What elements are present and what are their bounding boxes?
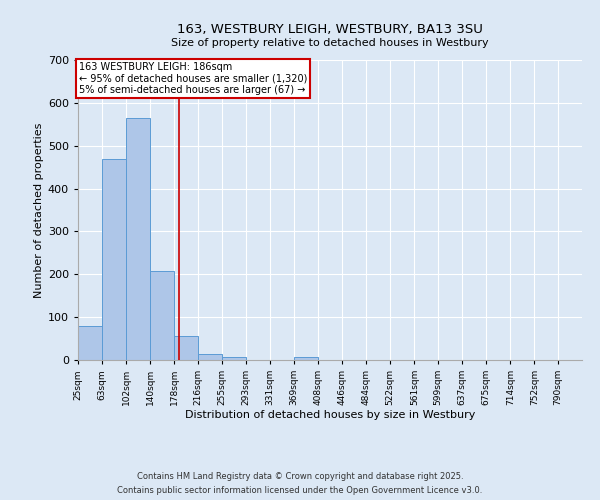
Text: Contains public sector information licensed under the Open Government Licence v3: Contains public sector information licen… [118, 486, 482, 495]
Bar [198, 354, 223, 360]
Bar [174, 336, 198, 360]
Bar [294, 357, 319, 360]
Text: 163 WESTBURY LEIGH: 186sqm
← 95% of detached houses are smaller (1,320)
5% of se: 163 WESTBURY LEIGH: 186sqm ← 95% of deta… [79, 62, 307, 96]
Bar [102, 160, 127, 360]
Bar [78, 326, 102, 360]
Y-axis label: Number of detached properties: Number of detached properties [34, 122, 44, 298]
X-axis label: Distribution of detached houses by size in Westbury: Distribution of detached houses by size … [185, 410, 475, 420]
Bar [127, 118, 150, 360]
Text: 163, WESTBURY LEIGH, WESTBURY, BA13 3SU: 163, WESTBURY LEIGH, WESTBURY, BA13 3SU [177, 22, 483, 36]
Text: Contains HM Land Registry data © Crown copyright and database right 2025.: Contains HM Land Registry data © Crown c… [137, 472, 463, 481]
Bar [150, 271, 174, 360]
Text: Size of property relative to detached houses in Westbury: Size of property relative to detached ho… [171, 38, 489, 48]
Bar [223, 357, 246, 360]
